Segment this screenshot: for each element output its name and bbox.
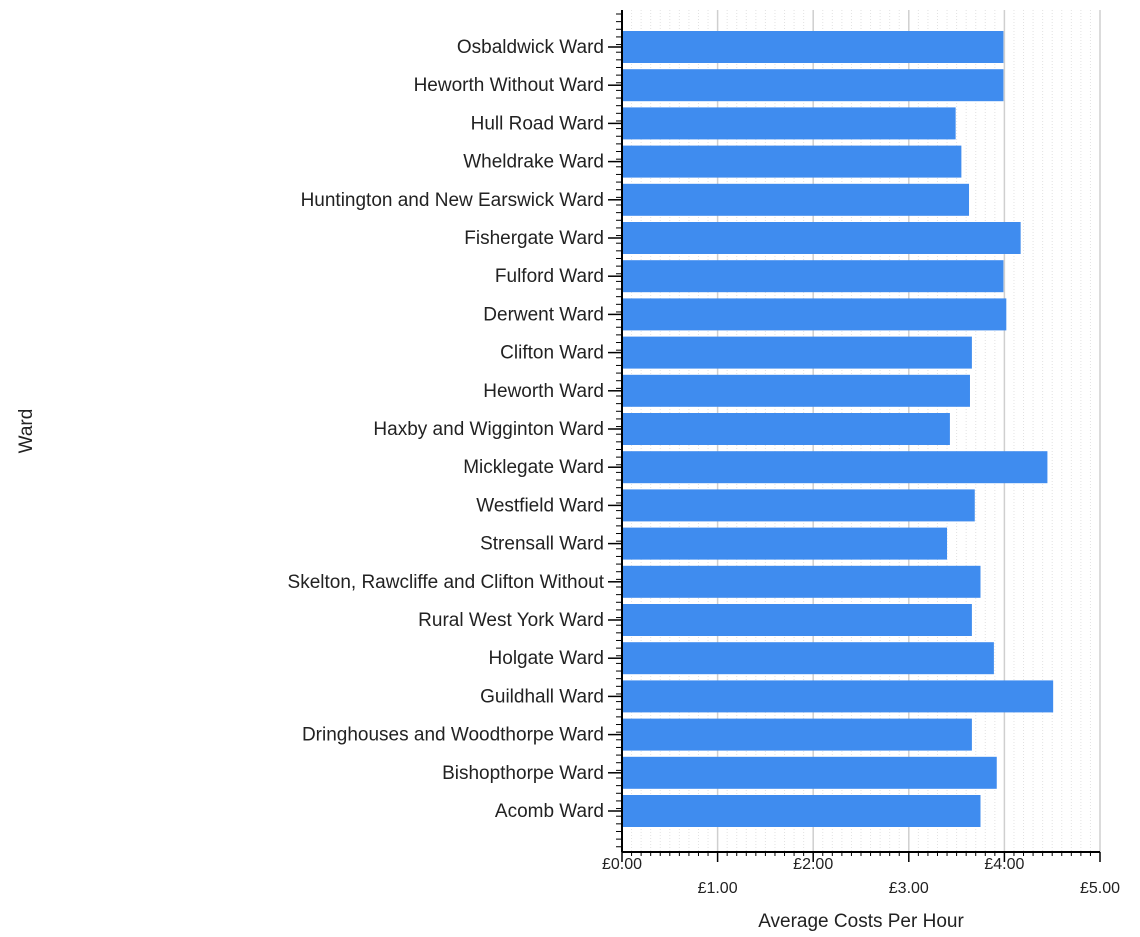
category-label: Haxby and Wigginton Ward: [373, 419, 604, 440]
axes: [608, 10, 1101, 862]
bar: [622, 31, 1004, 63]
category-label: Fulford Ward: [495, 266, 604, 287]
x-tick-label: £4.00: [984, 856, 1024, 873]
y-axis-title: Ward: [16, 409, 37, 454]
bar: [622, 642, 994, 675]
bar: [622, 69, 1004, 102]
category-label: Fishergate Ward: [464, 228, 604, 249]
bar: [622, 145, 962, 178]
bar: [622, 336, 972, 369]
bar: [622, 222, 1021, 254]
category-label: Huntington and New Earswick Ward: [301, 190, 604, 211]
category-label: Skelton, Rawcliffe and Clifton Without: [288, 572, 605, 593]
bar: [622, 451, 1048, 484]
bar: [622, 413, 950, 445]
x-axis-title: Average Costs Per Hour: [758, 911, 964, 932]
category-label: Clifton Ward: [500, 343, 604, 364]
x-tick-label: £0.00: [602, 856, 642, 873]
category-label: Acomb Ward: [495, 801, 604, 822]
category-label: Micklegate Ward: [463, 457, 604, 478]
bar: [622, 680, 1054, 713]
category-label: Heworth Without Ward: [414, 75, 604, 96]
x-tick-label: £2.00: [793, 856, 833, 873]
category-label: Dringhouses and Woodthorpe Ward: [302, 725, 604, 746]
category-label: Strensall Ward: [480, 534, 604, 555]
bar: [622, 183, 970, 216]
bar: [622, 604, 972, 636]
bars: [622, 31, 1054, 827]
x-tick-labels: £0.00 £1.00 £2.00 £3.00 £4.00 £5.00: [602, 856, 1120, 897]
bar: [622, 489, 975, 522]
bar: [622, 756, 997, 789]
category-label: Hull Road Ward: [471, 113, 604, 134]
x-tick-label: £1.00: [698, 880, 738, 897]
category-label: Westfield Ward: [476, 495, 604, 516]
x-tick-label: £5.00: [1080, 880, 1120, 897]
category-label: Rural West York Ward: [418, 610, 604, 631]
bar: [622, 565, 981, 598]
bar: [622, 795, 981, 827]
category-label: Wheldrake Ward: [463, 152, 604, 173]
category-label: Guildhall Ward: [480, 686, 604, 707]
x-tick-label: £3.00: [889, 880, 929, 897]
category-label: Bishopthorpe Ward: [442, 763, 604, 784]
bar: [622, 718, 972, 751]
bar: [622, 374, 970, 407]
category-label: Osbaldwick Ward: [457, 37, 604, 58]
category-label: Heworth Ward: [483, 381, 604, 402]
category-label: Holgate Ward: [489, 648, 604, 669]
category-labels: Osbaldwick Ward Heworth Without Ward Hull …: [288, 37, 605, 822]
bar: [622, 527, 948, 560]
bar: [622, 107, 956, 140]
bar: [622, 260, 1004, 293]
bar: [622, 298, 1007, 331]
category-label: Derwent Ward: [483, 304, 604, 325]
